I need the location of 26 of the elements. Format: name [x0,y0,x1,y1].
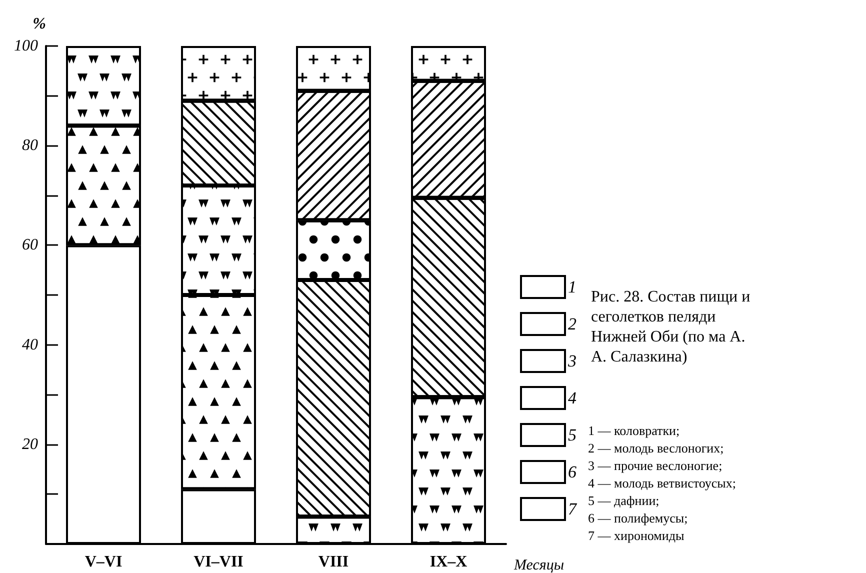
legend-label: 5 [568,426,576,444]
y-tick-label: 60 [22,236,38,254]
legend-label: 6 [568,462,577,482]
x-tick-label: V–VI [84,554,122,570]
text: 2 — молодь веслоногих; [588,440,724,456]
text: 4 — молодь ветвистоусых; [588,476,736,490]
text: 5 — дафнии; [588,493,660,508]
legend-label: 2 [568,314,577,334]
text: 1 — коловратки; [588,423,680,438]
legend-label: 4 [568,388,577,408]
text: 3 — прочие веслоногие; [588,458,722,473]
y-axis-title: % [32,16,46,32]
x-tick-label: VI–VII [194,554,244,570]
text: Рис. 28. Состав пищи и сеголетков пеляди Нижней Оби (по ма А. А. Салазкина) [591,288,754,366]
text: 7 — хирономиды [588,528,684,543]
legend-label: 1 [568,278,576,296]
x-axis-title: Месяцы [513,558,564,573]
legend-label: 3 [567,352,576,370]
y-tick-label: 20 [22,436,38,453]
x-tick-label: VIII [318,554,349,570]
y-tick-label: 80 [22,137,38,154]
x-tick-label: IX–X [430,554,468,570]
text: 6 — полифемусы; [588,510,688,526]
legend-label: 7 [568,500,578,518]
y-tick-label: 40 [22,336,38,354]
y-tick-label: 100 [14,38,38,54]
